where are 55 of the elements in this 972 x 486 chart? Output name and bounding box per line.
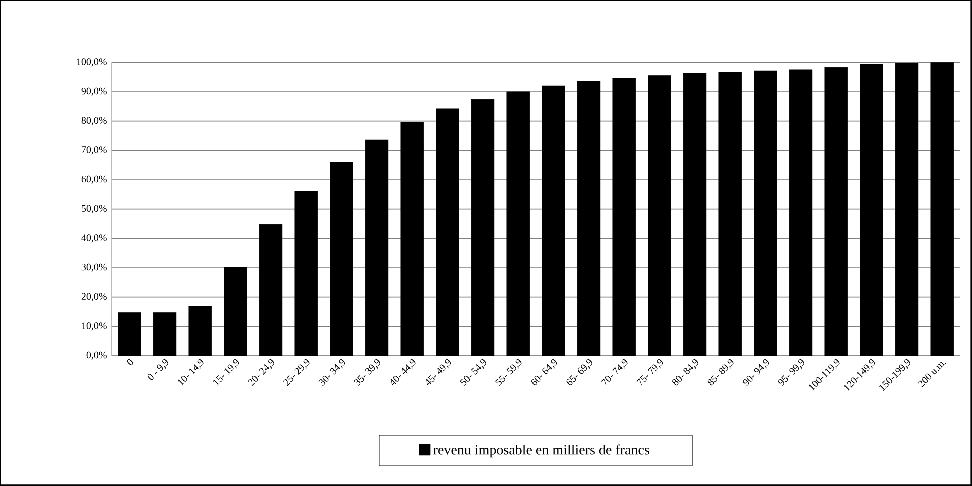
bar	[365, 140, 389, 356]
x-tick-label: 0 - 9,9	[148, 359, 168, 380]
x-tick-label: 55- 59,9	[495, 359, 522, 386]
x-tick-label: 60- 64,9	[532, 359, 558, 386]
x-tick-label: 75- 79,9	[636, 359, 664, 386]
y-tick-label: 50,0%	[82, 205, 107, 214]
bar	[153, 312, 177, 356]
x-tick-label: 95- 99,9	[778, 359, 804, 386]
y-tick-label: 70,0%	[82, 146, 107, 155]
y-tick-label: 100,0%	[77, 58, 107, 67]
x-tick-label: 30- 34,9	[318, 359, 346, 386]
bar	[648, 76, 672, 356]
y-tick-label: 20,0%	[82, 293, 107, 302]
x-tick-label: 85- 89,9	[708, 359, 734, 386]
bar	[754, 70, 778, 356]
bar	[118, 312, 142, 356]
x-tick-label: 10- 14,9	[178, 359, 204, 386]
bar	[683, 74, 707, 356]
x-tick-label: 90- 94,9	[743, 359, 770, 386]
y-tick-label: 60,0%	[82, 176, 107, 184]
bar	[436, 108, 460, 356]
x-tick-label: 65- 69,9	[566, 359, 592, 386]
x-tick-label: 0	[127, 359, 134, 366]
y-tick-label: 10,0%	[82, 322, 107, 331]
x-tick-label: 15- 19,9	[213, 359, 240, 386]
y-tick-label: 0,0%	[86, 352, 107, 360]
bar	[718, 72, 742, 356]
bar	[330, 162, 354, 356]
bar	[895, 63, 919, 356]
bar	[789, 70, 813, 356]
x-tick-label: 80- 84,9	[672, 359, 698, 386]
x-tick-label: 200 u.m.	[918, 362, 946, 388]
bar	[400, 122, 424, 356]
bar	[224, 267, 248, 356]
bar	[577, 81, 601, 356]
bar	[294, 191, 318, 356]
bar	[612, 78, 636, 356]
x-tick-label: 70- 74,9	[601, 359, 628, 386]
y-tick-label: 30,0%	[82, 264, 107, 272]
legend-label: revenu imposable en milliers de francs	[434, 444, 650, 458]
x-tick-label: 45- 49,9	[426, 359, 452, 386]
bar	[506, 92, 530, 356]
x-tick-label: 35- 39,9	[354, 359, 380, 386]
bar	[471, 99, 495, 356]
x-tick-label: 50- 54,9	[460, 359, 486, 386]
bar	[259, 224, 283, 356]
bar	[824, 67, 848, 356]
x-tick-label: 40- 44,9	[391, 359, 416, 386]
y-tick-label: 90,0%	[82, 88, 107, 96]
bar	[860, 64, 884, 356]
bar	[930, 62, 954, 356]
bar	[188, 306, 212, 356]
bar	[542, 86, 566, 356]
y-tick-label: 80,0%	[82, 117, 107, 126]
y-tick-label: 40,0%	[82, 234, 107, 243]
